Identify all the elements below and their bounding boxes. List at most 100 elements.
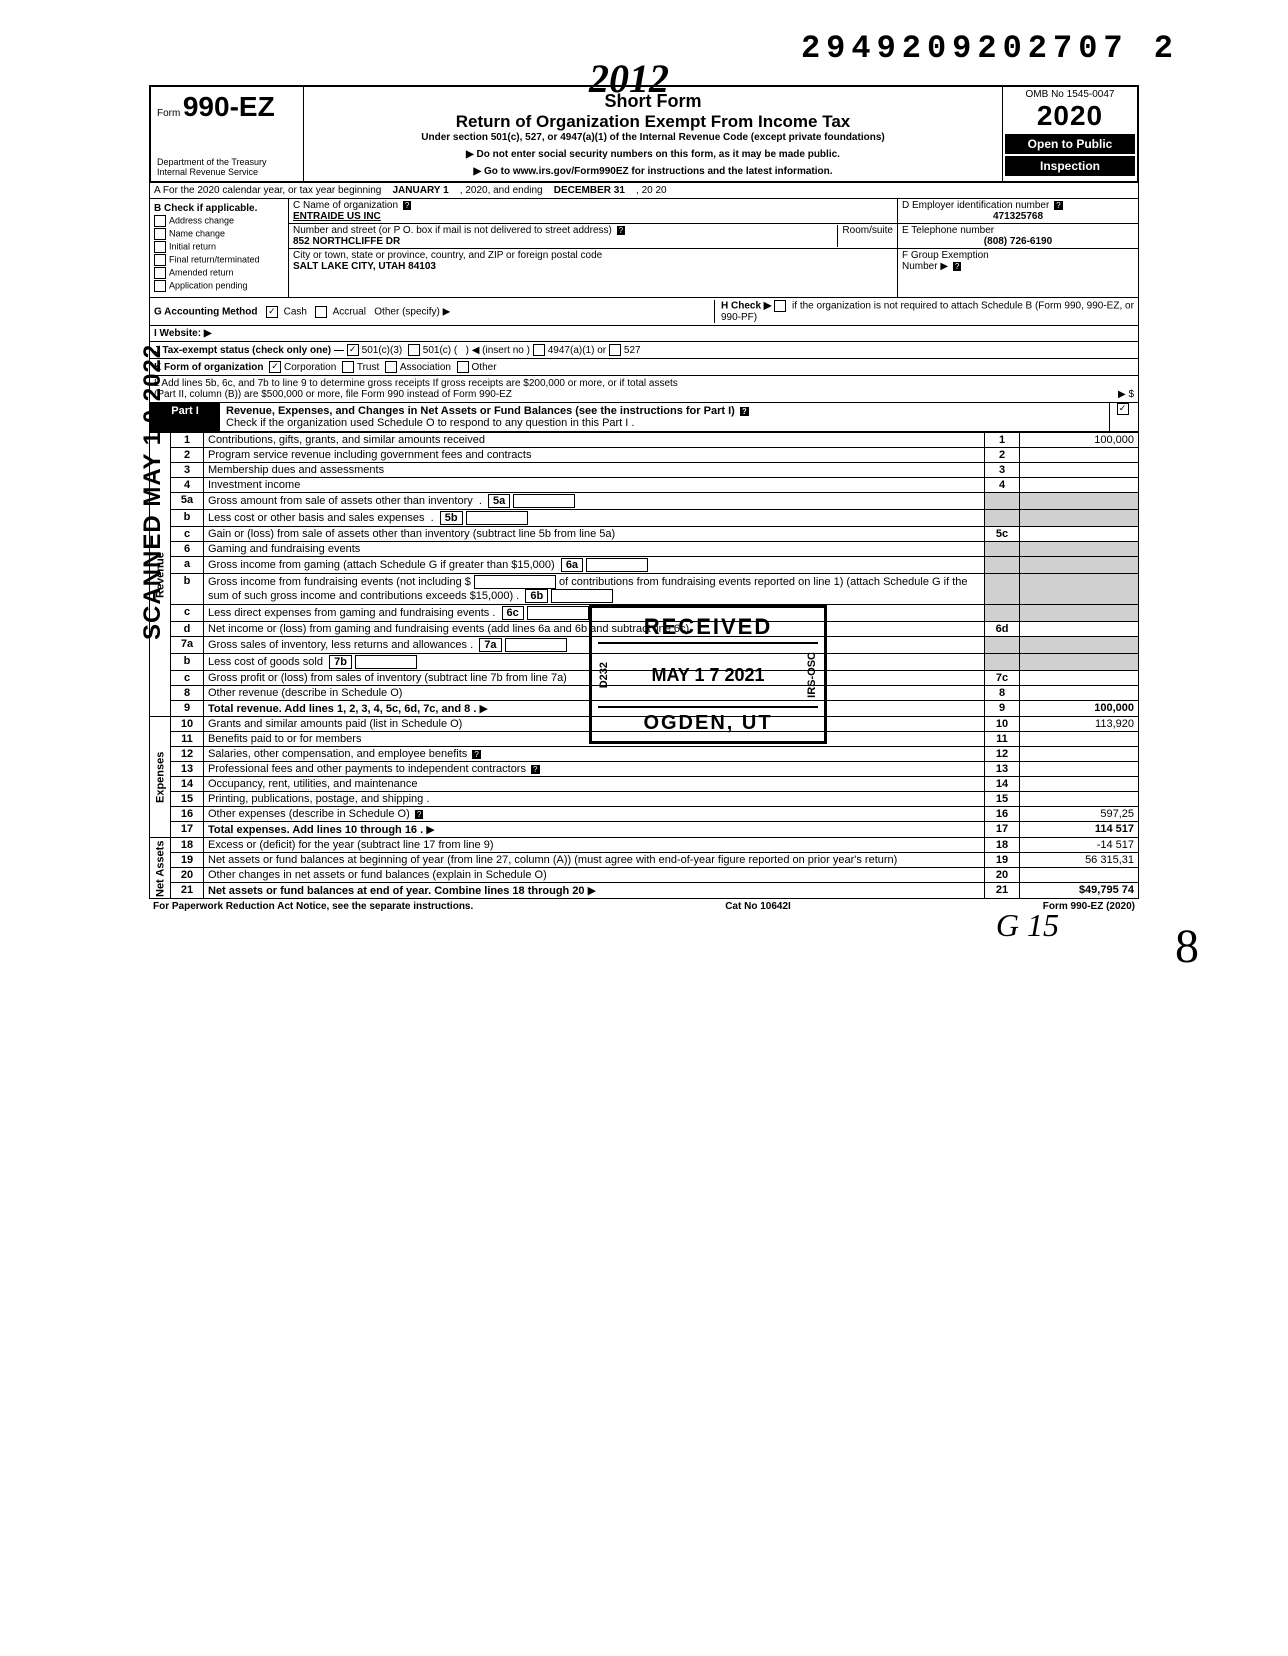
inline-amount[interactable]	[513, 494, 575, 508]
open-public-2: Inspection	[1005, 156, 1135, 176]
dept-label: Department of the Treasury Internal Reve…	[157, 157, 297, 177]
instr-2: ▶ Go to www.irs.gov/Form990EZ for instru…	[310, 166, 996, 177]
tax-year: 2020	[1005, 100, 1135, 132]
city: SALT LAKE CITY, UTAH 84103	[293, 261, 436, 272]
footer-mid: Cat No 10642I	[725, 901, 791, 912]
checkbox-527[interactable]	[609, 344, 621, 356]
received-location: OGDEN, UT	[598, 708, 818, 735]
opt-application-pending[interactable]: Application pending	[154, 280, 284, 292]
info-block: B Check if applicable. Address change Na…	[149, 199, 1139, 298]
handwritten-year: 2012	[589, 55, 669, 102]
inline-amount[interactable]	[355, 655, 417, 669]
checkbox-assoc[interactable]	[385, 361, 397, 373]
part-1-check-label: Check if the organization used Schedule …	[226, 417, 634, 429]
received-right-code: IRS-OSC	[806, 652, 818, 698]
org-name: ENTRAIDE US INC	[293, 211, 381, 222]
form-page: 2949209202707 2 2012 SCANNED MAY 1 0 202…	[149, 0, 1139, 964]
inline-amount[interactable]	[474, 575, 556, 589]
received-label: RECEIVED	[598, 614, 818, 644]
checkbox-icon[interactable]	[154, 228, 166, 240]
inline-amount[interactable]	[586, 558, 648, 572]
inline-amount[interactable]	[466, 511, 528, 525]
help-icon: ?	[1054, 201, 1062, 210]
net-assets-label: Net Assets	[150, 838, 171, 899]
opt-name-change[interactable]: Name change	[154, 228, 284, 240]
part-1-title: Revenue, Expenses, and Changes in Net As…	[220, 403, 1109, 431]
ein: 471325768	[902, 211, 1134, 222]
f-label2: Number ▶	[902, 261, 948, 272]
checkbox-cash[interactable]: ✓	[266, 306, 278, 318]
row-j: J Tax-exempt status (check only one) — ✓…	[150, 342, 1138, 359]
f-label: F Group Exemption	[902, 250, 989, 261]
col-b-title: B Check if applicable.	[154, 203, 284, 214]
checkbox-h[interactable]	[774, 300, 786, 312]
checkbox-corp[interactable]: ✓	[269, 361, 281, 373]
city-label: City or town, state or province, country…	[293, 250, 602, 261]
checkbox-trust[interactable]	[342, 361, 354, 373]
col-de: D Employer identification number ? 47132…	[897, 199, 1138, 297]
received-stamp: RECEIVED D232 MAY 1 7 2021 IRS-OSC OGDEN…	[589, 605, 827, 744]
checkbox-icon[interactable]	[154, 280, 166, 292]
row-a-mid: , 2020, and ending	[460, 185, 543, 196]
expenses-label: Expenses	[150, 717, 171, 838]
street: 852 NORTHCLIFFE DR	[293, 236, 400, 247]
omb-label: OMB No 1545-0047	[1005, 89, 1135, 100]
phone: (808) 726-6190	[902, 236, 1134, 247]
inline-amount[interactable]	[551, 589, 613, 603]
j-label: J Tax-exempt status (check only one) —	[154, 345, 344, 356]
row-g-h: G Accounting Method ✓ Cash Accrual Other…	[150, 298, 1138, 326]
help-icon: ?	[415, 810, 423, 819]
help-icon: ?	[531, 765, 539, 774]
form-header-right: OMB No 1545-0047 2020 Open to Public Ins…	[1002, 87, 1137, 181]
row-a-end: DECEMBER 31	[554, 185, 625, 196]
opt-amended-return[interactable]: Amended return	[154, 267, 284, 279]
l-arrow: ▶ $	[1118, 389, 1134, 400]
e-label: E Telephone number	[902, 225, 994, 236]
col-b: B Check if applicable. Address change Na…	[150, 199, 289, 297]
checkbox-icon[interactable]	[154, 241, 166, 253]
open-public-1: Open to Public	[1005, 134, 1135, 154]
checkbox-icon[interactable]	[154, 267, 166, 279]
l-text2: (Part II, column (B)) are $500,000 or mo…	[154, 389, 512, 400]
checkbox-accrual[interactable]	[315, 306, 327, 318]
help-icon: ?	[472, 750, 480, 759]
row-i: I Website: ▶	[150, 326, 1138, 342]
help-icon: ?	[403, 201, 411, 210]
misc-rows: G Accounting Method ✓ Cash Accrual Other…	[149, 298, 1139, 403]
checkbox-501c3[interactable]: ✓	[347, 344, 359, 356]
row-a: A For the 2020 calendar year, or tax yea…	[149, 183, 1139, 199]
help-icon: ?	[740, 407, 749, 416]
inline-amount[interactable]	[505, 638, 567, 652]
h-label: H Check ▶	[721, 301, 771, 312]
row-a-label: A For the 2020 calendar year, or tax yea…	[154, 185, 381, 196]
control-number-stamp: 2949209202707 2	[801, 30, 1179, 67]
row-l: L Add lines 5b, 6c, and 7b to line 9 to …	[150, 376, 1138, 402]
checkbox-4947[interactable]	[533, 344, 545, 356]
form-header-left: Form 990-EZ Department of the Treasury I…	[151, 87, 304, 181]
opt-initial-return[interactable]: Initial return	[154, 241, 284, 253]
handwritten-8: 8	[1175, 919, 1199, 974]
k-label: K Form of organization	[154, 362, 263, 373]
handwritten-g15: G 15	[996, 907, 1059, 944]
opt-final-return[interactable]: Final return/terminated	[154, 254, 284, 266]
street-label: Number and street (or P O. box if mail i…	[293, 225, 612, 236]
checkbox-icon[interactable]	[154, 215, 166, 227]
g-label: G Accounting Method	[154, 306, 258, 317]
received-left-code: D232	[598, 662, 610, 688]
checkbox-501c[interactable]	[408, 344, 420, 356]
room-label: Room/suite	[837, 225, 893, 247]
instr-1: ▶ Do not enter social security numbers o…	[310, 149, 996, 160]
help-icon: ?	[953, 262, 961, 271]
col-c: C Name of organization ? ENTRAIDE US INC…	[289, 199, 897, 297]
form-label: Form	[157, 108, 180, 119]
checkbox-other[interactable]	[457, 361, 469, 373]
form-title: Return of Organization Exempt From Incom…	[310, 112, 996, 132]
opt-address-change[interactable]: Address change	[154, 215, 284, 227]
d-label: D Employer identification number	[902, 200, 1049, 211]
footer: For Paperwork Reduction Act Notice, see …	[149, 899, 1139, 914]
inline-amount[interactable]	[527, 606, 589, 620]
form-number: 990-EZ	[183, 91, 275, 122]
checkbox-part1[interactable]: ✓	[1117, 403, 1129, 415]
i-label: I Website: ▶	[154, 328, 212, 339]
checkbox-icon[interactable]	[154, 254, 166, 266]
